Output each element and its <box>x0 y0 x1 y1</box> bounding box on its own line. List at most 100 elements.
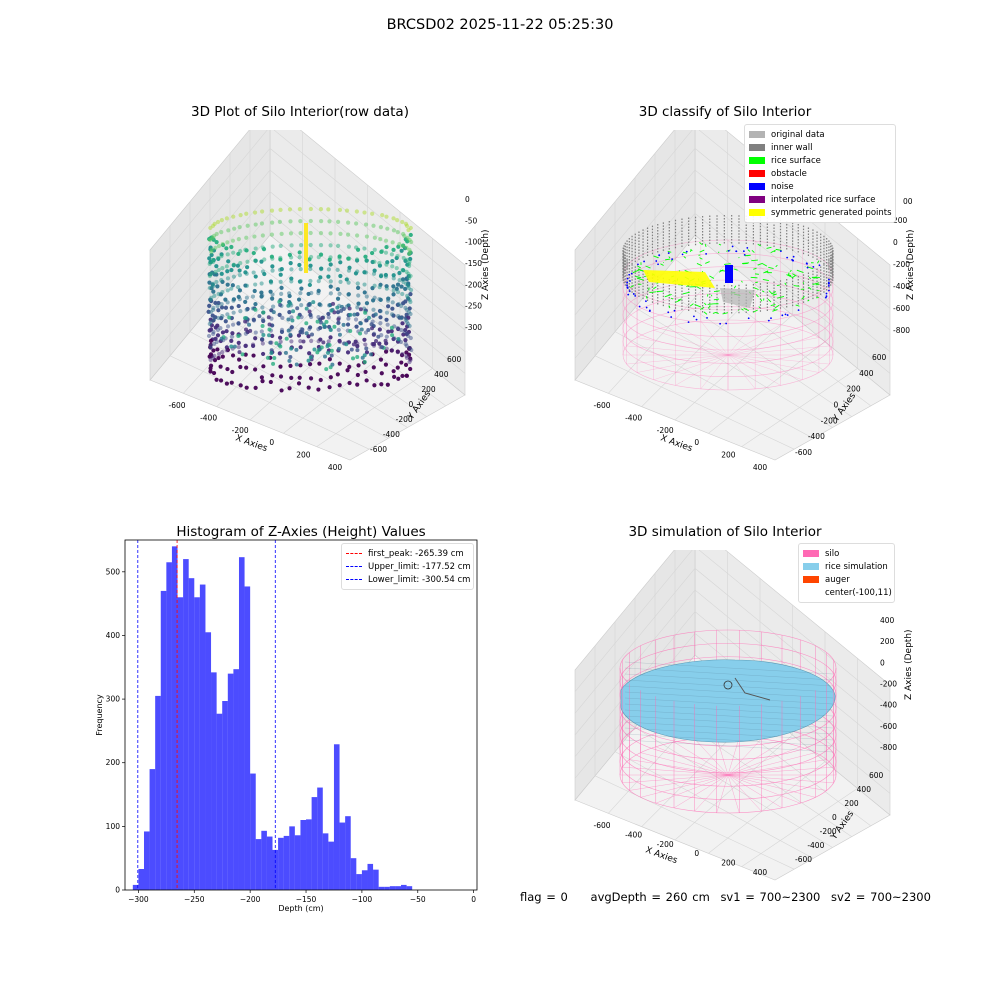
scatter-point <box>391 292 396 297</box>
scatter-point <box>336 346 341 351</box>
scatter-point <box>335 243 341 249</box>
scatter-point <box>295 306 300 311</box>
rice-surface-point <box>750 276 758 279</box>
scatter-point <box>347 380 352 386</box>
scatter-point <box>210 281 216 287</box>
raw-data-3d-plot[interactable]: X Axies Y Axies Z Axies (Depth) -600-400… <box>120 130 620 510</box>
scatter-point <box>253 282 258 287</box>
surface-mesh-line <box>624 721 834 735</box>
scatter-point <box>253 246 258 251</box>
noise-point <box>673 309 676 312</box>
classify-3d-plot[interactable]: X Axies Y Axies Z Axies (Depth) -600-400… <box>545 130 1000 510</box>
scatter-point <box>356 301 361 306</box>
histogram-legend: first_peak: -265.39 cm Upper_limit: -177.… <box>341 543 474 590</box>
histogram-chart[interactable]: −300 −250 −200 −150 −100 −50 0 0 100 200 300 400 500… <box>80 530 500 930</box>
scatter-point <box>408 225 413 231</box>
scatter-point <box>278 335 283 340</box>
rice-surface-point <box>696 286 701 290</box>
scatter-point <box>378 315 383 320</box>
scatter-point <box>315 319 320 324</box>
legend-line <box>346 566 362 567</box>
rice-surface-point <box>762 279 769 282</box>
noise-point <box>638 305 641 308</box>
scatter-point <box>225 288 230 293</box>
scatter-point <box>278 279 283 285</box>
scatter-point <box>298 291 303 296</box>
scatter-point <box>338 273 343 279</box>
scatter-point <box>251 250 256 256</box>
scatter-point <box>307 309 312 314</box>
scatter-point <box>225 240 230 245</box>
histogram-xlabel: Depth (cm) <box>278 904 323 913</box>
scatter-point <box>212 293 217 299</box>
scatter-point <box>308 230 313 236</box>
scatter-point <box>278 207 283 213</box>
scatter-point <box>364 346 369 351</box>
scatter-point <box>390 312 395 317</box>
scatter-point <box>215 219 221 225</box>
histogram-bar <box>233 669 239 890</box>
scatter-point <box>308 278 313 284</box>
histogram-bar <box>289 826 295 890</box>
tick-label: 400 <box>328 463 343 472</box>
noise-point <box>705 252 708 255</box>
scatter-point <box>395 254 400 259</box>
simulation-plot-title: 3D simulation of Silo Interior <box>628 524 822 540</box>
silo-line <box>727 774 816 798</box>
scatter-point <box>355 341 360 346</box>
scatter-point <box>297 255 302 260</box>
scatter-point <box>211 289 216 294</box>
scatter-point <box>372 247 377 252</box>
scatter-point <box>260 351 266 357</box>
scatter-point <box>225 269 230 274</box>
rice-surface-point <box>718 269 724 273</box>
grid-line <box>574 567 891 729</box>
scatter-point <box>298 219 303 224</box>
rice-surface-point <box>636 277 645 281</box>
rice-surface-point <box>704 243 707 247</box>
rice-surface-point <box>682 291 690 295</box>
scatter-point <box>298 345 303 350</box>
scatter-point <box>260 209 265 214</box>
scatter-point <box>212 221 217 227</box>
scatter-point <box>236 333 241 338</box>
x-tick-label: −200 <box>240 895 261 904</box>
rice-surface-point <box>751 259 758 262</box>
rice-surface-point <box>788 274 792 277</box>
scatter-point <box>277 299 282 304</box>
status-footer: flag = 0 avgDepth = 260 cm sv1 = 700~230… <box>520 890 949 904</box>
surface-mesh-line <box>624 739 834 753</box>
scatter-point <box>207 261 212 267</box>
simulation-3d-plot[interactable]: X Axies Y Axies Z Axies (Depth) -600-400… <box>545 550 1000 900</box>
scatter-point <box>278 302 283 307</box>
rice-surface-point <box>670 297 674 300</box>
scatter-point <box>270 373 275 378</box>
scatter-point <box>260 305 265 310</box>
scatter-point <box>345 368 350 373</box>
rice-surface-point <box>770 249 776 254</box>
scatter-point <box>219 305 225 310</box>
scatter-point <box>250 294 256 299</box>
scatter-point <box>230 369 235 375</box>
scatter-point <box>355 281 360 286</box>
tick-label: 0 <box>694 438 699 447</box>
scatter-point <box>297 207 302 212</box>
rice-surface-point <box>648 287 650 291</box>
scatter-point <box>389 325 394 330</box>
scatter-point <box>362 290 367 295</box>
silo-line <box>727 766 834 776</box>
scatter-point <box>356 363 361 368</box>
scatter-point <box>238 309 243 314</box>
rice-surface-point <box>764 271 769 273</box>
noise-point <box>767 319 770 322</box>
scatter-point <box>384 346 389 351</box>
scatter-point <box>216 267 221 273</box>
rice-surface-point <box>645 295 648 299</box>
silo-line <box>727 774 834 784</box>
legend-entry: original data <box>749 128 891 141</box>
scatter-point <box>306 302 311 307</box>
scatter-point <box>377 285 382 290</box>
x-tick-label: −100 <box>352 895 373 904</box>
scatter-point <box>229 244 234 250</box>
scatter-point <box>236 285 241 290</box>
